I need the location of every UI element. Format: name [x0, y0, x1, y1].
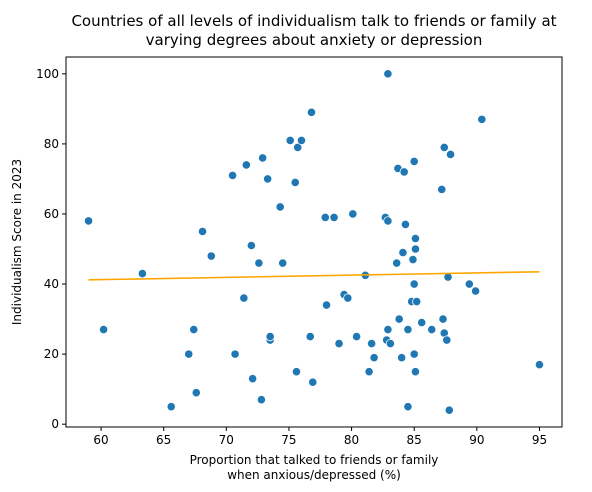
data-point — [438, 185, 446, 193]
data-point — [297, 136, 305, 144]
data-point — [413, 297, 421, 305]
x-axis-ticks: 60 65 70 75 80 85 90 95 — [93, 427, 547, 447]
chart-title-line-1: Countries of all levels of individualism… — [71, 12, 556, 30]
x-tick-label: 70 — [219, 433, 234, 447]
data-point — [286, 136, 294, 144]
chart-title: Countries of all levels of individualism… — [71, 12, 556, 49]
y-tick-label: 0 — [51, 417, 59, 431]
data-point — [344, 294, 352, 302]
data-point — [386, 339, 394, 347]
data-point — [409, 255, 417, 263]
data-point — [440, 143, 448, 151]
data-point — [255, 259, 263, 267]
data-point — [248, 374, 256, 382]
data-point — [410, 350, 418, 358]
x-tick-label: 95 — [532, 433, 547, 447]
y-tick-label: 60 — [44, 207, 59, 221]
data-point — [307, 108, 315, 116]
data-point — [335, 339, 343, 347]
data-point — [471, 287, 479, 295]
trend-line — [89, 272, 540, 280]
data-point — [395, 315, 403, 323]
chart-title-line-2: varying degrees about anxiety or depress… — [146, 31, 483, 49]
trend-line-layer — [89, 272, 540, 280]
data-point — [228, 171, 236, 179]
data-point — [190, 325, 198, 333]
data-point — [400, 168, 408, 176]
data-point — [439, 315, 447, 323]
data-point — [247, 241, 255, 249]
data-point — [276, 203, 284, 211]
data-point — [411, 234, 419, 242]
data-point — [392, 259, 400, 267]
data-point — [84, 217, 92, 225]
data-point — [404, 325, 412, 333]
data-point — [367, 339, 375, 347]
data-point — [266, 332, 274, 340]
data-point — [399, 248, 407, 256]
data-point — [291, 178, 299, 186]
data-point — [465, 280, 473, 288]
data-point — [384, 70, 392, 78]
x-axis-label-line-1: Proportion that talked to friends or fam… — [190, 453, 439, 467]
data-point — [410, 157, 418, 165]
data-point — [138, 269, 146, 277]
data-point — [99, 325, 107, 333]
y-axis-label: Individualism Score in 2023 — [10, 159, 24, 325]
data-point — [411, 245, 419, 253]
data-point — [349, 210, 357, 218]
data-points — [84, 70, 543, 415]
data-point — [292, 367, 300, 375]
x-tick-label: 80 — [344, 433, 359, 447]
data-point — [306, 332, 314, 340]
x-tick-label: 65 — [156, 433, 171, 447]
data-point — [258, 154, 266, 162]
y-axis-ticks: 0 20 40 60 80 100 — [36, 67, 66, 431]
data-point — [428, 325, 436, 333]
data-point — [478, 115, 486, 123]
data-point — [207, 252, 215, 260]
data-point — [443, 336, 451, 344]
x-axis-label-line-2: when anxious/depressed (%) — [227, 468, 401, 482]
data-point — [352, 332, 360, 340]
y-tick-label: 80 — [44, 137, 59, 151]
data-point — [401, 220, 409, 228]
data-point — [397, 353, 405, 361]
y-tick-label: 40 — [44, 277, 59, 291]
data-point — [446, 150, 454, 158]
x-tick-label: 75 — [281, 433, 296, 447]
x-tick-label: 60 — [93, 433, 108, 447]
x-tick-label: 90 — [469, 433, 484, 447]
data-point — [418, 318, 426, 326]
y-tick-label: 20 — [44, 347, 59, 361]
x-tick-label: 85 — [407, 433, 422, 447]
data-point — [370, 353, 378, 361]
data-point — [411, 367, 419, 375]
data-point — [410, 280, 418, 288]
data-point — [278, 259, 286, 267]
data-point — [384, 217, 392, 225]
data-point — [445, 406, 453, 414]
data-point — [365, 367, 373, 375]
data-point — [198, 227, 206, 235]
data-point — [257, 395, 265, 403]
data-point — [242, 161, 250, 169]
data-point — [535, 360, 543, 368]
y-tick-label: 100 — [36, 67, 59, 81]
data-point — [321, 213, 329, 221]
data-point — [384, 325, 392, 333]
data-point — [322, 301, 330, 309]
data-point — [404, 402, 412, 410]
x-axis-label: Proportion that talked to friends or fam… — [190, 453, 439, 482]
data-point — [263, 175, 271, 183]
data-point — [185, 350, 193, 358]
data-point — [231, 350, 239, 358]
data-point — [192, 388, 200, 396]
data-point — [167, 402, 175, 410]
data-point — [330, 213, 338, 221]
data-point — [309, 378, 317, 386]
data-point — [240, 294, 248, 302]
